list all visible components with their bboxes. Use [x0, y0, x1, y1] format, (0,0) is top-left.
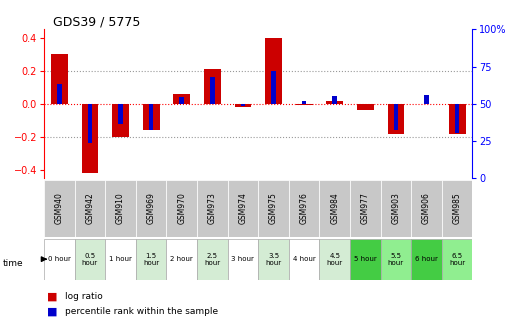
Bar — [75, 239, 105, 280]
Bar — [302, 101, 307, 104]
Bar — [143, 104, 160, 130]
Bar — [333, 96, 337, 104]
Bar — [296, 104, 312, 106]
Bar — [81, 104, 98, 173]
Text: GSM985: GSM985 — [453, 193, 462, 224]
Bar — [44, 180, 75, 237]
Text: 5.5
hour: 5.5 hour — [388, 253, 404, 266]
Bar — [320, 239, 350, 280]
Bar — [227, 239, 258, 280]
Text: GSM975: GSM975 — [269, 193, 278, 224]
Bar — [136, 180, 166, 237]
Bar — [179, 97, 184, 104]
Bar — [197, 180, 227, 237]
Bar — [289, 180, 320, 237]
Text: 2 hour: 2 hour — [170, 256, 193, 262]
Bar — [88, 104, 92, 144]
Bar — [136, 239, 166, 280]
Text: GSM974: GSM974 — [238, 193, 248, 224]
Bar — [381, 239, 411, 280]
Bar — [350, 239, 381, 280]
Text: 4 hour: 4 hour — [293, 256, 315, 262]
Bar — [350, 180, 381, 237]
Bar — [75, 180, 105, 237]
Bar — [118, 104, 123, 124]
Text: GSM969: GSM969 — [147, 193, 155, 224]
Bar — [204, 69, 221, 104]
Bar — [197, 239, 227, 280]
Text: ■: ■ — [47, 292, 57, 302]
Text: 1 hour: 1 hour — [109, 256, 132, 262]
Text: GSM976: GSM976 — [299, 193, 309, 224]
Text: 3.5
hour: 3.5 hour — [265, 253, 282, 266]
Bar — [149, 104, 153, 130]
Text: GSM906: GSM906 — [422, 193, 431, 224]
Bar — [166, 180, 197, 237]
Bar — [210, 77, 214, 104]
Bar — [449, 104, 466, 133]
Text: GSM903: GSM903 — [392, 193, 400, 224]
Text: 2.5
hour: 2.5 hour — [204, 253, 220, 266]
Bar — [289, 239, 320, 280]
Bar — [258, 180, 289, 237]
Bar — [326, 100, 343, 104]
Text: GSM973: GSM973 — [208, 193, 217, 224]
Text: 1.5
hour: 1.5 hour — [143, 253, 159, 266]
Bar — [105, 239, 136, 280]
Bar — [51, 54, 68, 104]
Text: 4.5
hour: 4.5 hour — [327, 253, 343, 266]
Text: GSM977: GSM977 — [361, 193, 370, 224]
Bar — [166, 239, 197, 280]
Bar — [174, 94, 190, 104]
Bar — [271, 71, 276, 104]
Bar — [455, 104, 459, 133]
Bar — [442, 180, 472, 237]
Text: 6.5
hour: 6.5 hour — [449, 253, 465, 266]
Bar — [57, 84, 62, 104]
Bar — [387, 104, 405, 133]
Bar — [105, 180, 136, 237]
Text: 0 hour: 0 hour — [48, 256, 71, 262]
Text: GSM910: GSM910 — [116, 193, 125, 224]
Bar — [320, 180, 350, 237]
Bar — [424, 95, 429, 104]
Bar — [258, 239, 289, 280]
Text: time: time — [3, 259, 23, 268]
Bar — [44, 239, 75, 280]
Bar — [265, 38, 282, 104]
Bar — [394, 104, 398, 130]
Text: ■: ■ — [47, 306, 57, 316]
Text: GSM942: GSM942 — [85, 193, 94, 224]
Bar — [411, 239, 442, 280]
Bar — [442, 239, 472, 280]
Text: 5 hour: 5 hour — [354, 256, 377, 262]
Text: GSM984: GSM984 — [330, 193, 339, 224]
Text: log ratio: log ratio — [65, 292, 103, 301]
Text: 6 hour: 6 hour — [415, 256, 438, 262]
Text: 0.5
hour: 0.5 hour — [82, 253, 98, 266]
Bar — [411, 180, 442, 237]
Text: GSM940: GSM940 — [55, 193, 64, 224]
Bar — [381, 180, 411, 237]
Bar — [357, 104, 373, 111]
Bar — [235, 104, 251, 107]
Text: GDS39 / 5775: GDS39 / 5775 — [53, 15, 140, 28]
Bar — [240, 104, 246, 107]
Bar — [112, 104, 129, 137]
Text: percentile rank within the sample: percentile rank within the sample — [65, 307, 218, 316]
Bar — [227, 180, 258, 237]
Text: GSM970: GSM970 — [177, 193, 186, 224]
Text: 3 hour: 3 hour — [232, 256, 254, 262]
